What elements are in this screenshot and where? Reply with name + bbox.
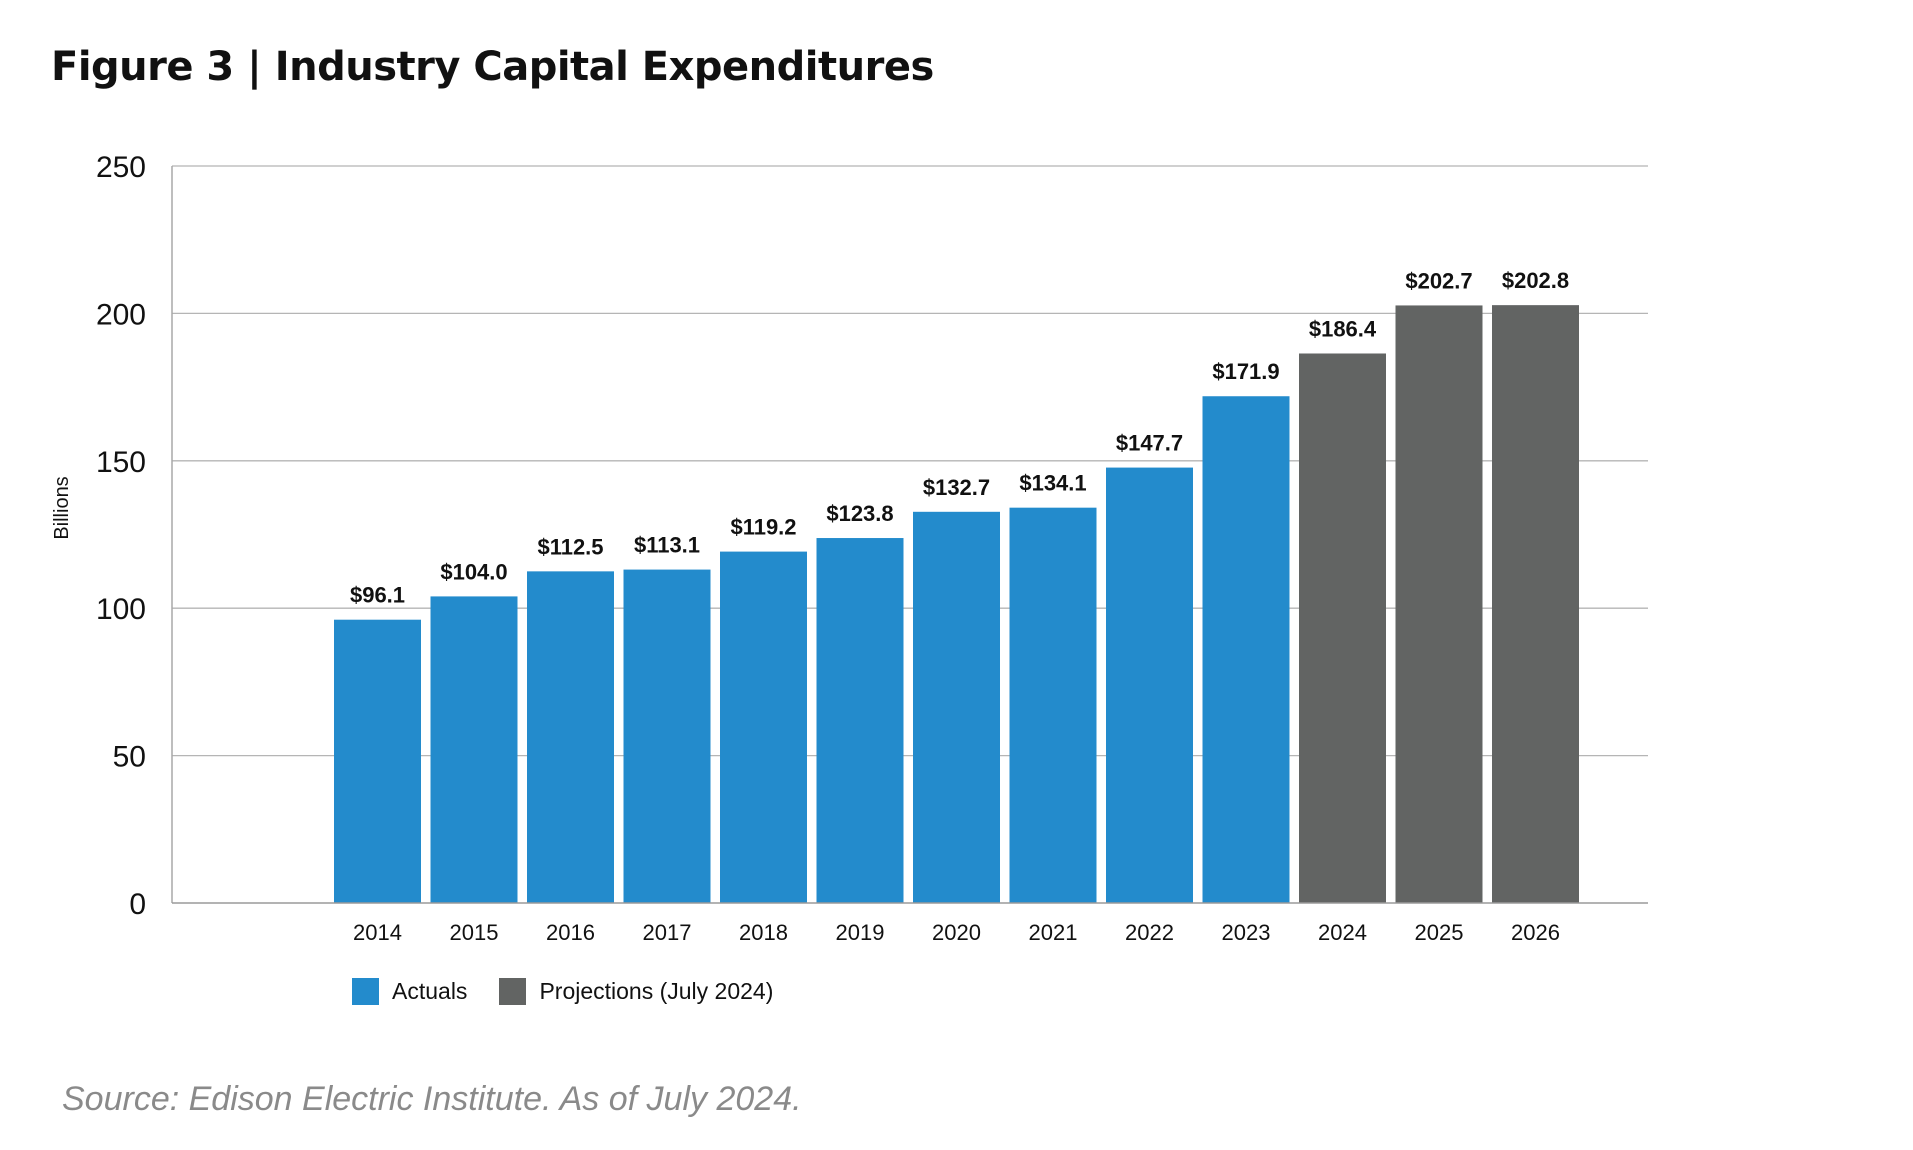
data-label-2017: $113.1 [634, 533, 700, 558]
data-label-2022: $147.7 [1116, 431, 1183, 456]
x-tick-label-2016: 2016 [546, 920, 595, 945]
y-tick-label-50: 50 [113, 741, 146, 774]
bar-2017 [623, 569, 711, 903]
x-tick-label-2021: 2021 [1029, 920, 1078, 945]
x-tick-label-2014: 2014 [353, 920, 402, 945]
bars [334, 305, 1579, 903]
x-tick-label-2018: 2018 [739, 920, 788, 945]
y-axis-label: Billions [51, 476, 73, 539]
x-tick-label-2023: 2023 [1222, 920, 1271, 945]
x-axis-ticks: 2014 2015 2016 2017 2018 2019 2020 2021 2022 2023… [353, 920, 1560, 945]
data-label-2021: $134.1 [1019, 471, 1086, 496]
data-label-2018: $119.2 [730, 515, 796, 540]
data-label-2019: $123.8 [826, 501, 893, 526]
x-tick-label-2015: 2015 [450, 920, 499, 945]
data-label-2025: $202.7 [1405, 268, 1472, 293]
bar-2020 [913, 511, 1000, 903]
x-tick-label-2022: 2022 [1125, 920, 1174, 945]
x-tick-label-2026: 2026 [1511, 920, 1560, 945]
x-tick-label-2017: 2017 [643, 920, 692, 945]
bar-2018 [720, 551, 807, 903]
legend-swatch-actuals [352, 978, 379, 1005]
y-tick-label-250: 250 [96, 151, 146, 184]
bar-2026 [1492, 305, 1579, 903]
data-label-2026: $202.8 [1502, 268, 1569, 293]
x-tick-label-2019: 2019 [836, 920, 885, 945]
bar-2023 [1202, 396, 1290, 903]
data-label-2014: $96.1 [350, 583, 405, 608]
data-label-2015: $104.0 [440, 559, 507, 584]
bar-2024 [1299, 353, 1386, 903]
axes [171, 166, 1648, 904]
legend-swatch-projections [499, 978, 527, 1005]
data-label-2024: $186.4 [1309, 316, 1377, 341]
bar-2016 [527, 571, 614, 903]
y-tick-label-100: 100 [96, 593, 146, 626]
legend-item-actuals: Actuals [352, 978, 467, 1005]
source-note: Source: Edison Electric Institute. As of… [62, 1080, 802, 1118]
bar-2025 [1395, 305, 1483, 903]
data-label-2016: $112.5 [537, 534, 603, 559]
chart-title: Figure 3 | Industry Capital Expenditures [51, 44, 934, 90]
bar-2021 [1009, 507, 1097, 903]
legend-label-projections: Projections (July 2024) [539, 978, 774, 1004]
x-tick-label-2024: 2024 [1318, 920, 1367, 945]
legend-label-actuals: Actuals [392, 978, 468, 1004]
y-tick-label-200: 200 [96, 298, 146, 331]
legend-item-projections: Projections (July 2024) [499, 978, 773, 1005]
bar-2014 [334, 619, 421, 903]
bar-2022 [1106, 467, 1193, 903]
legend: Actuals Projections (July 2024) [352, 978, 805, 1005]
y-axis-ticks: 0 50 100 150 200 250 [96, 151, 146, 921]
data-label-2020: $132.7 [923, 475, 990, 500]
y-tick-label-150: 150 [96, 446, 146, 479]
data-label-2023: $171.9 [1212, 359, 1279, 384]
data-labels: $96.1 $104.0 $112.5 $113.1 $119.2 $123.8 $132.… [350, 268, 1569, 608]
x-tick-label-2020: 2020 [932, 920, 981, 945]
y-tick-label-0: 0 [129, 888, 146, 921]
bar-2015 [430, 596, 518, 903]
bar-2019 [816, 538, 904, 903]
x-tick-label-2025: 2025 [1415, 920, 1464, 945]
